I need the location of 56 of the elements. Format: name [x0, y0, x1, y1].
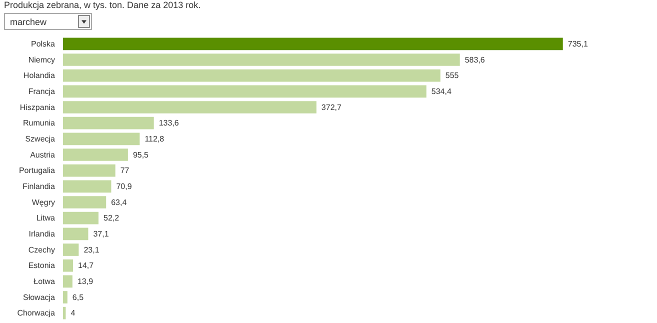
data-label: 95,5: [132, 150, 150, 160]
y-tick-label: Hiszpania: [20, 102, 56, 112]
bar: [63, 148, 128, 161]
data-label: 70,9: [116, 182, 132, 191]
data-label: 583,6: [464, 55, 486, 64]
bar: [63, 164, 116, 177]
data-label: 23,1: [84, 245, 100, 254]
bar: [63, 54, 460, 66]
y-tick-label: Francja: [28, 86, 56, 96]
data-label: 6,5: [72, 292, 84, 302]
bar: [63, 69, 440, 82]
y-tick-label: Holandia: [23, 71, 56, 80]
y-tick-label: Polska: [30, 39, 56, 48]
y-tick-label: Portugalia: [18, 166, 56, 176]
y-tick-label: Chorwacja: [17, 308, 56, 318]
y-tick-label: Litwa: [36, 214, 56, 223]
data-label: 133,6: [158, 118, 180, 128]
y-tick-label: Finlandia: [22, 182, 56, 191]
y-tick-label: Rumunia: [22, 118, 56, 128]
bar: [63, 212, 98, 224]
y-tick-label: Austria: [30, 150, 56, 160]
chart-title: Produkcja zebrana, w tys. ton. Dane za 2013 rok.: [4, 0, 201, 10]
data-label: 63,4: [111, 198, 128, 207]
data-label: 13,9: [77, 276, 94, 286]
y-tick-label: Niemcy: [28, 55, 55, 64]
bar: [63, 196, 106, 208]
bar: [63, 38, 563, 50]
bar: [63, 85, 426, 98]
data-label: 735,1: [568, 39, 588, 48]
text: marchew: [10, 17, 47, 27]
bar: [63, 259, 73, 272]
y-tick-label: Czechy: [28, 245, 55, 254]
bar: [63, 244, 79, 256]
y-tick-label: Estonia: [28, 261, 56, 270]
y-tick-label: Łotwa: [34, 276, 56, 286]
bar: [63, 116, 154, 130]
data-label: 77: [120, 166, 130, 176]
bar: [63, 101, 316, 114]
data-label: 372,7: [321, 102, 342, 112]
data-label: 555: [445, 71, 460, 80]
bar: [63, 291, 68, 304]
bar: [63, 228, 88, 240]
bar: [63, 275, 72, 288]
y-tick-label: Szwecja: [25, 134, 56, 144]
bar: [63, 306, 66, 320]
data-label: 112,8: [144, 134, 165, 144]
data-label: 52,2: [103, 214, 120, 223]
y-tick-label: Węgry: [32, 198, 55, 207]
data-label: 14,7: [78, 261, 94, 270]
bar: [63, 132, 140, 146]
y-tick-label: Irlandia: [28, 229, 56, 238]
data-label: 4: [70, 308, 76, 318]
data-label: 534,4: [431, 86, 452, 96]
data-label: 37,1: [93, 229, 110, 238]
bar: [63, 180, 112, 193]
y-tick-label: Słowacja: [22, 292, 56, 302]
